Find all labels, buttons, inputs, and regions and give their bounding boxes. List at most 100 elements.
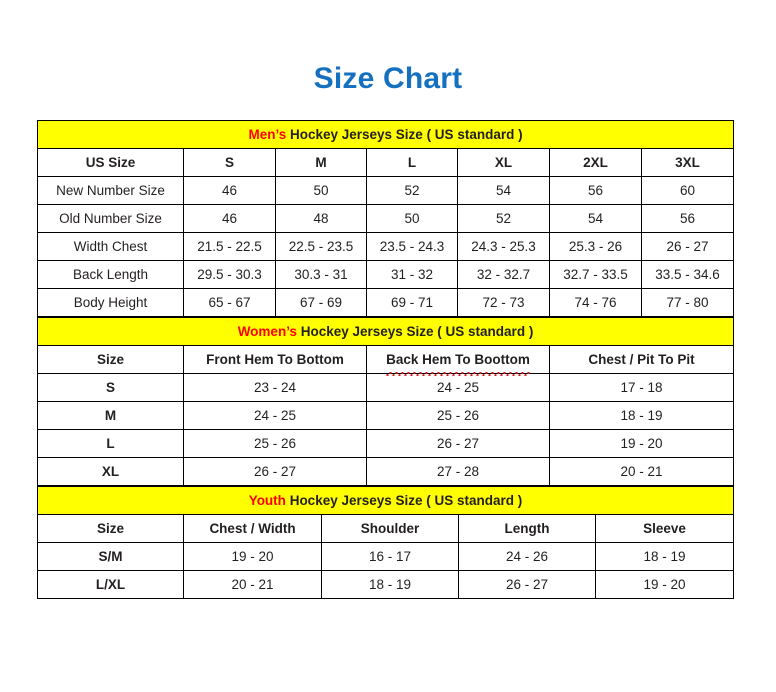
mens-cell-2-3: 24.3 - 25.3 xyxy=(457,232,550,261)
youth-cell-1-3: 19 - 20 xyxy=(595,570,734,599)
womens-size-label-2: L xyxy=(37,429,184,458)
youth-cell-1-2: 26 - 27 xyxy=(458,570,596,599)
youth-banner-accent: Youth xyxy=(248,493,286,508)
womens-section-banner-row: Women’s Hockey Jerseys Size ( US standar… xyxy=(37,317,734,346)
womens-cell-3-2: 20 - 21 xyxy=(549,457,734,486)
youth-col-head-3: Length xyxy=(458,514,596,543)
womens-cell-1-1: 25 - 26 xyxy=(366,401,550,430)
womens-cell-0-2: 17 - 18 xyxy=(549,373,734,402)
mens-cell-3-3: 32 - 32.7 xyxy=(457,260,550,289)
table-row: L/XL 20 - 21 18 - 19 26 - 27 19 - 20 xyxy=(37,570,734,599)
mens-col-head-5: 2XL xyxy=(549,148,642,177)
womens-cell-1-0: 24 - 25 xyxy=(183,401,367,430)
mens-col-head-0: US Size xyxy=(37,148,184,177)
mens-cell-4-1: 67 - 69 xyxy=(275,288,367,317)
mens-size-table: Men’s Hockey Jerseys Size ( US standard … xyxy=(36,120,735,317)
womens-cell-2-1: 26 - 27 xyxy=(366,429,550,458)
mens-cell-1-4: 54 xyxy=(549,204,642,233)
womens-cell-2-2: 19 - 20 xyxy=(549,429,734,458)
mens-cell-2-1: 22.5 - 23.5 xyxy=(275,232,367,261)
table-row: M 24 - 25 25 - 26 18 - 19 xyxy=(37,401,734,430)
mens-cell-3-0: 29.5 - 30.3 xyxy=(183,260,276,289)
size-chart-tables: Men’s Hockey Jerseys Size ( US standard … xyxy=(36,120,735,599)
womens-banner-accent: Women’s xyxy=(237,324,297,339)
youth-col-head-0: Size xyxy=(37,514,184,543)
youth-banner-rest: Hockey Jerseys Size ( US standard ) xyxy=(285,493,523,508)
mens-row-label-2: Width Chest xyxy=(37,232,184,261)
womens-cell-2-0: 25 - 26 xyxy=(183,429,367,458)
youth-col-head-4: Sleeve xyxy=(595,514,734,543)
table-row: Back Length 29.5 - 30.3 30.3 - 31 31 - 3… xyxy=(37,260,735,289)
youth-col-head-2: Shoulder xyxy=(321,514,459,543)
mens-row-label-3: Back Length xyxy=(37,260,184,289)
youth-size-label-1: L/XL xyxy=(37,570,184,599)
womens-col-head-0: Size xyxy=(37,345,184,374)
mens-cell-4-2: 69 - 71 xyxy=(366,288,458,317)
mens-section-banner: Men’s Hockey Jerseys Size ( US standard … xyxy=(36,120,735,149)
womens-col-head-2: Back Hem To Boottom xyxy=(366,345,550,376)
mens-cell-3-5: 33.5 - 34.6 xyxy=(640,260,735,289)
mens-cell-4-3: 72 - 73 xyxy=(457,288,550,317)
youth-column-header-row: Size Chest / Width Shoulder Length Sleev… xyxy=(37,514,734,543)
womens-column-header-row: Size Front Hem To Bottom Back Hem To Boo… xyxy=(37,345,734,376)
youth-section-banner: Youth Hockey Jerseys Size ( US standard … xyxy=(37,486,734,515)
youth-col-head-1: Chest / Width xyxy=(183,514,322,543)
mens-row-label-4: Body Height xyxy=(37,288,184,317)
mens-cell-4-5: 77 - 80 xyxy=(640,288,735,317)
table-row: S/M 19 - 20 16 - 17 24 - 26 18 - 19 xyxy=(37,542,734,571)
womens-cell-3-0: 26 - 27 xyxy=(183,457,367,486)
womens-col-head-1: Front Hem To Bottom xyxy=(183,345,367,374)
mens-col-head-3: L xyxy=(366,148,458,177)
mens-banner-rest: Hockey Jerseys Size ( US standard ) xyxy=(286,127,523,142)
mens-cell-4-0: 65 - 67 xyxy=(183,288,276,317)
misspelled-text: Back Hem To Boottom xyxy=(386,346,530,376)
womens-size-table: Women’s Hockey Jerseys Size ( US standar… xyxy=(37,317,734,486)
mens-col-head-6: 3XL xyxy=(640,148,735,177)
mens-cell-4-4: 74 - 76 xyxy=(549,288,642,317)
womens-cell-0-0: 23 - 24 xyxy=(183,373,367,402)
youth-cell-0-0: 19 - 20 xyxy=(183,542,322,571)
table-row: XL 26 - 27 27 - 28 20 - 21 xyxy=(37,457,734,486)
youth-size-table: Youth Hockey Jerseys Size ( US standard … xyxy=(37,486,734,599)
table-row: Width Chest 21.5 - 22.5 22.5 - 23.5 23.5… xyxy=(37,232,735,261)
mens-col-head-2: M xyxy=(275,148,367,177)
table-row: Body Height 65 - 67 67 - 69 69 - 71 72 -… xyxy=(37,288,735,317)
womens-banner-rest: Hockey Jerseys Size ( US standard ) xyxy=(296,324,534,339)
table-row: Old Number Size 46 48 50 52 54 56 xyxy=(37,204,735,233)
youth-cell-1-1: 18 - 19 xyxy=(321,570,459,599)
mens-cell-2-2: 23.5 - 24.3 xyxy=(366,232,458,261)
womens-size-label-1: M xyxy=(37,401,184,430)
table-row: S 23 - 24 24 - 25 17 - 18 xyxy=(37,373,734,402)
mens-section-banner-row: Men’s Hockey Jerseys Size ( US standard … xyxy=(36,120,735,149)
mens-cell-0-4: 56 xyxy=(549,176,642,205)
mens-column-header-row: US Size S M L XL 2XL 3XL xyxy=(37,148,735,177)
mens-col-head-1: S xyxy=(183,148,276,177)
mens-cell-1-3: 52 xyxy=(457,204,550,233)
youth-cell-1-0: 20 - 21 xyxy=(183,570,322,599)
youth-section-banner-row: Youth Hockey Jerseys Size ( US standard … xyxy=(37,486,734,515)
mens-cell-1-2: 50 xyxy=(366,204,458,233)
mens-cell-2-4: 25.3 - 26 xyxy=(549,232,642,261)
mens-cell-1-0: 46 xyxy=(183,204,276,233)
mens-cell-2-0: 21.5 - 22.5 xyxy=(183,232,276,261)
youth-size-label-0: S/M xyxy=(37,542,184,571)
mens-cell-1-5: 56 xyxy=(640,204,735,233)
womens-col-head-3: Chest / Pit To Pit xyxy=(549,345,734,374)
mens-row-label-1: Old Number Size xyxy=(37,204,184,233)
mens-cell-3-2: 31 - 32 xyxy=(366,260,458,289)
mens-col-head-4: XL xyxy=(457,148,550,177)
mens-cell-3-4: 32.7 - 33.5 xyxy=(549,260,642,289)
mens-cell-0-3: 54 xyxy=(457,176,550,205)
youth-cell-0-2: 24 - 26 xyxy=(458,542,596,571)
mens-cell-2-5: 26 - 27 xyxy=(640,232,735,261)
mens-cell-3-1: 30.3 - 31 xyxy=(275,260,367,289)
mens-cell-0-2: 52 xyxy=(366,176,458,205)
table-row: New Number Size 46 50 52 54 56 60 xyxy=(37,176,735,205)
womens-cell-0-1: 24 - 25 xyxy=(366,373,550,402)
mens-cell-1-1: 48 xyxy=(275,204,367,233)
mens-row-label-0: New Number Size xyxy=(37,176,184,205)
table-row: L 25 - 26 26 - 27 19 - 20 xyxy=(37,429,734,458)
womens-cell-1-2: 18 - 19 xyxy=(549,401,734,430)
page-title: Size Chart xyxy=(313,62,463,95)
